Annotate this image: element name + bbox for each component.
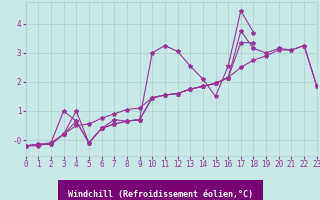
Text: Windchill (Refroidissement éolien,°C): Windchill (Refroidissement éolien,°C) bbox=[68, 190, 252, 199]
